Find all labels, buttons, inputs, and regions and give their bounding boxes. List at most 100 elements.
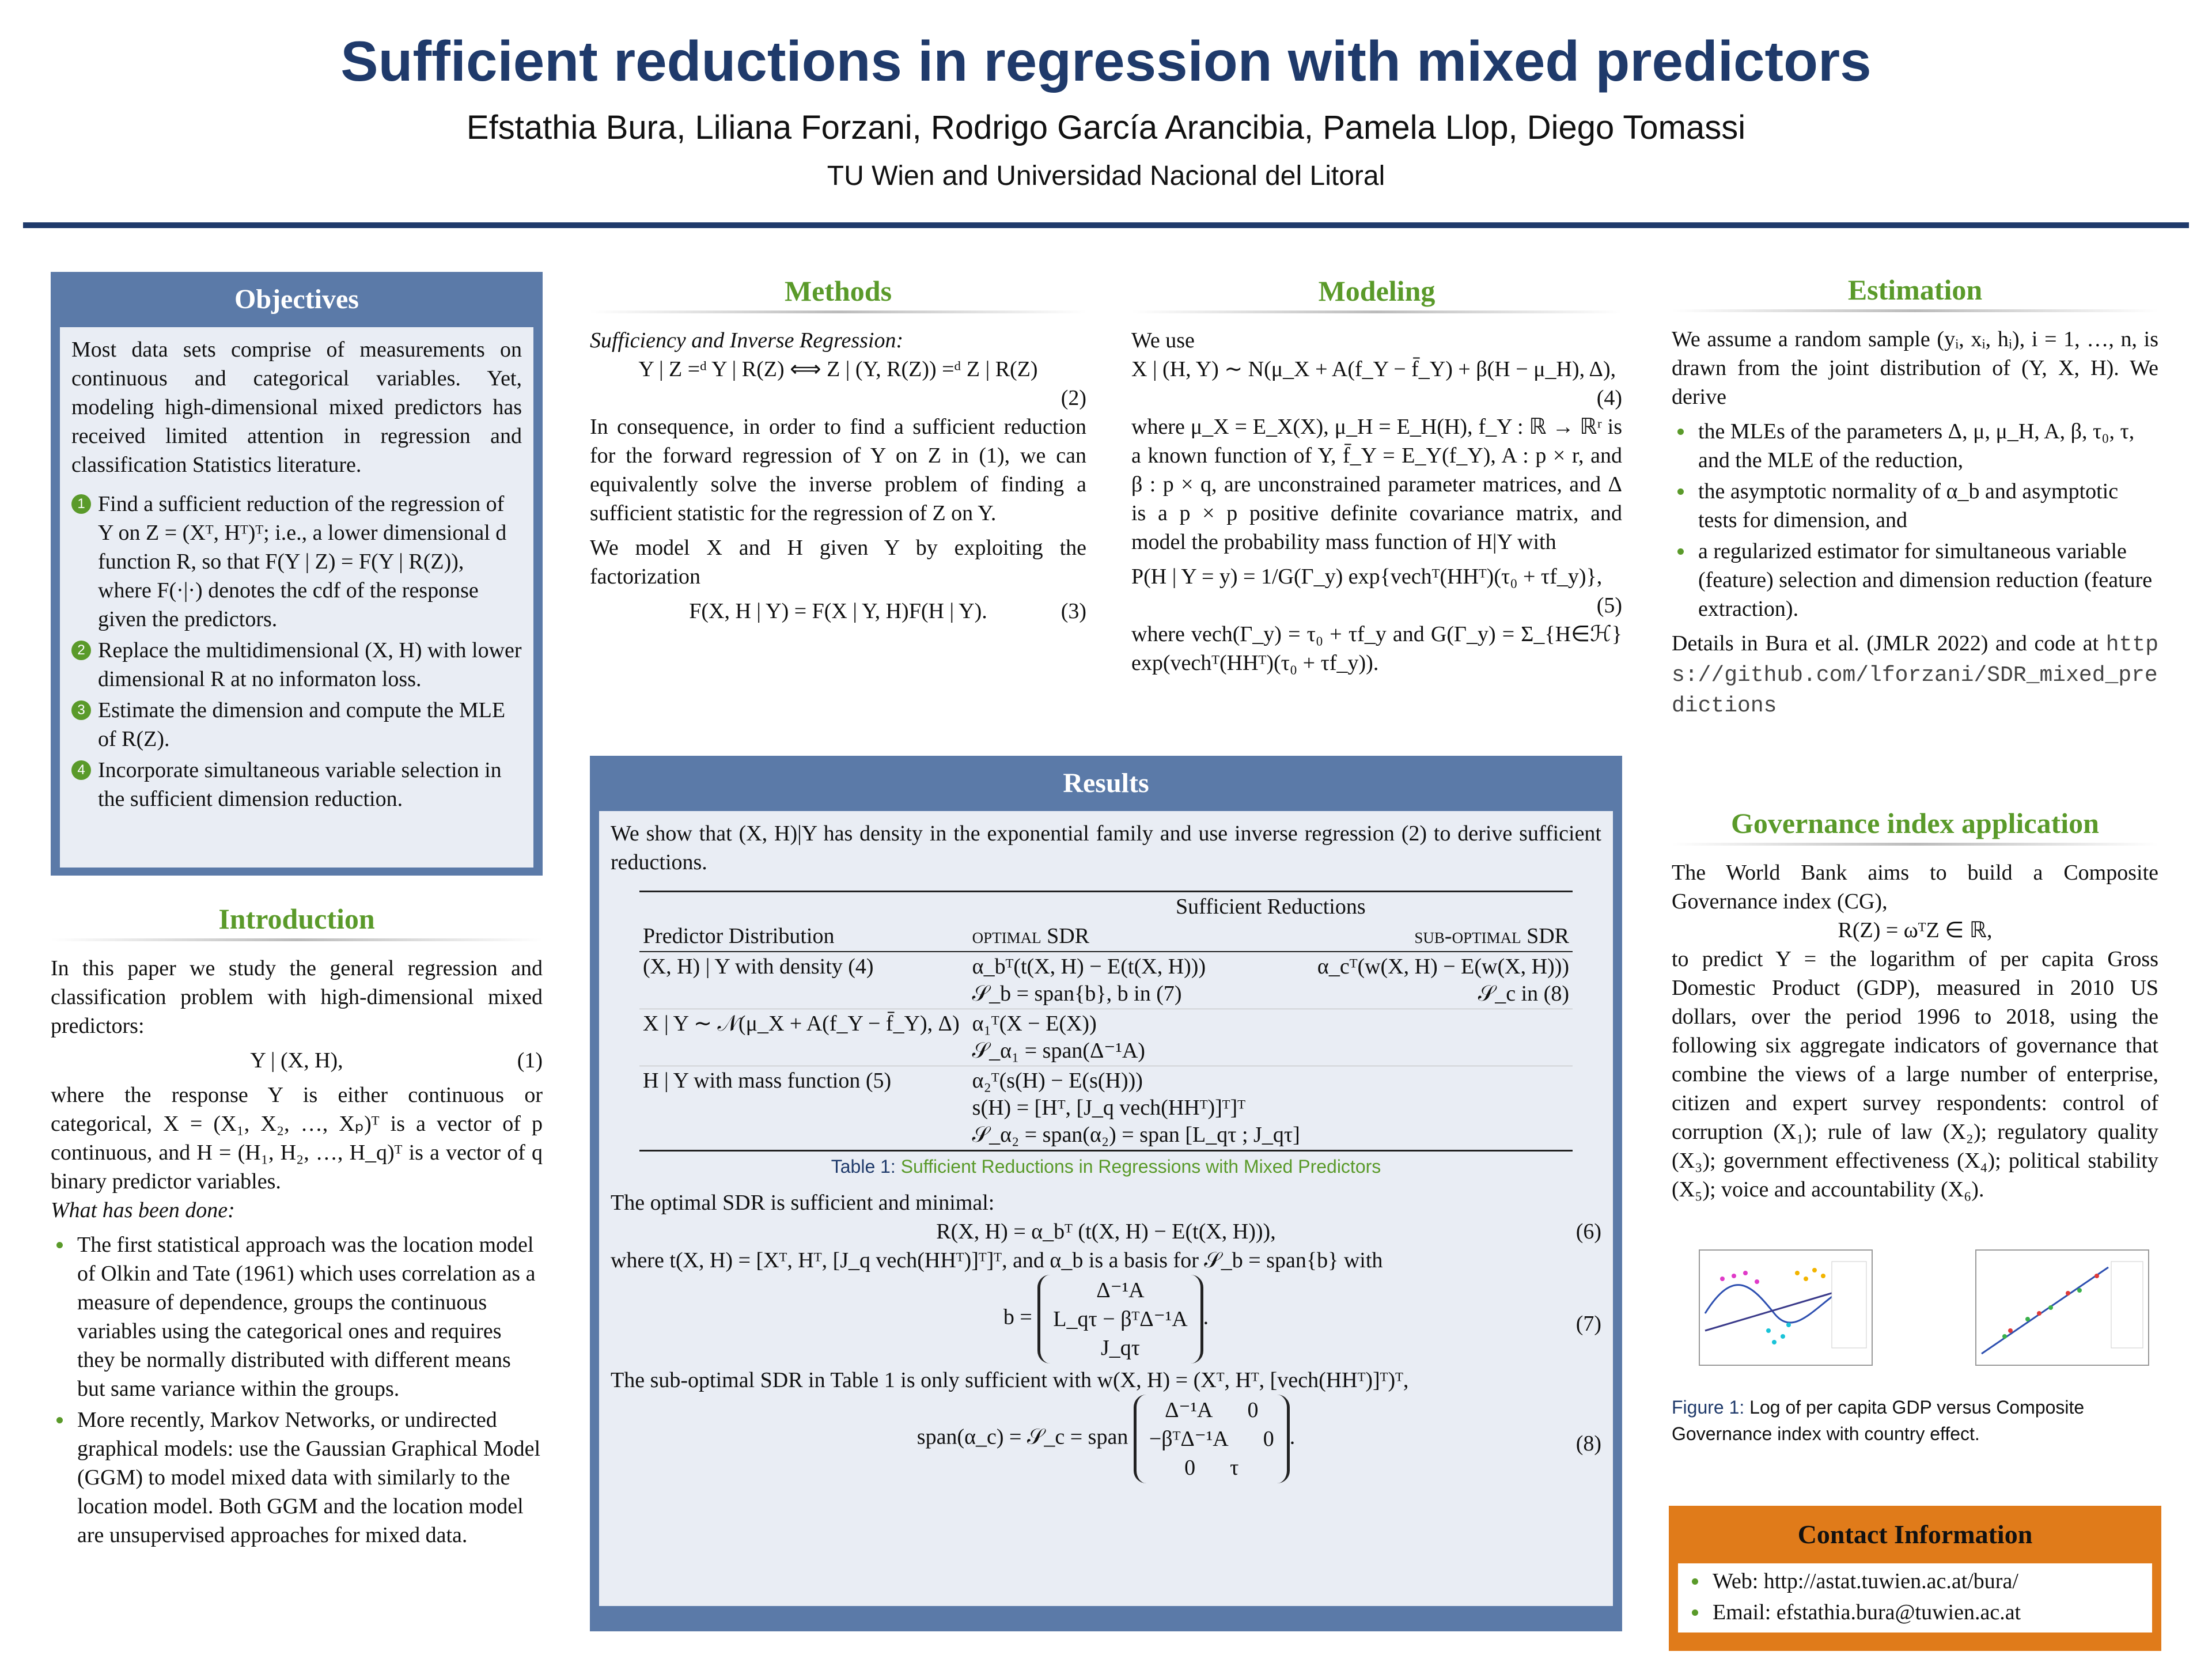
paragraph: The optimal SDR is sufficient and minima… (611, 1191, 995, 1215)
bullet-dot (1677, 548, 1684, 555)
methods-title: Methods (590, 276, 1086, 313)
legend-box (2111, 1261, 2143, 1349)
table-cell: X | Y ∼ 𝒩(μ_X + A(f_Y − f̄_Y), Δ) (643, 1012, 960, 1036)
curve (1981, 1266, 2109, 1355)
equation-text: Y | (X, H), (250, 1048, 343, 1073)
equation-number: (3) (1060, 599, 1086, 623)
methods-section: Methods Sufficiency and Inverse Regressi… (590, 276, 1086, 631)
matrix-cell: 0 (1184, 1456, 1196, 1480)
paragraph: Details in Bura et al. (JMLR 2022) and c… (1672, 629, 2158, 721)
bullet-dot (56, 1417, 63, 1423)
bullet-list: The first statistical approach was the l… (51, 1230, 543, 1550)
paragraph: In consequence, in order to find a suffi… (590, 415, 1086, 525)
table-cell (639, 892, 969, 922)
equation-number: (2) (1060, 386, 1086, 410)
paragraph: We model X and H given Y by exploiting t… (590, 536, 1086, 589)
bullet-text: The first statistical approach was the l… (77, 1233, 536, 1401)
objective-item: 1 Find a sufficient reduction of the regr… (71, 490, 522, 634)
modeling-title: Modeling (1131, 276, 1622, 313)
bullet-item: Email: efstathia.bura@tuwien.ac.at (1686, 1598, 2144, 1627)
matrix-row: L_qτ − βᵀΔ⁻¹A (1053, 1307, 1188, 1331)
paragraph: where vech(Γ_y) = τ₀ + τf_y and G(Γ_y) =… (1131, 622, 1622, 675)
equation: Y | (X, H), (1) (51, 1046, 543, 1075)
modeling-section: Modeling We use X | (H, Y) ∼ N(μ_X + A(f… (1131, 276, 1622, 683)
matrix-row: Δ⁻¹A 0 (1149, 1396, 1274, 1425)
objectives-list: 1 Find a sufficient reduction of the regr… (71, 490, 522, 813)
affiliation: TU Wien and Universidad Nacional del Lit… (827, 161, 1385, 191)
paragraph: where t(X, H) = [Xᵀ, Hᵀ, [J_q vech(HHᵀ)]… (611, 1248, 1383, 1272)
matrix-cell: −βᵀΔ⁻¹A (1149, 1427, 1229, 1451)
paragraph: to predict Y = the logarithm of per capi… (1672, 947, 2158, 1202)
bullet-text: Email: efstathia.bura@tuwien.ac.at (1713, 1600, 2021, 1624)
estimation-title: Estimation (1672, 275, 2158, 312)
cell-line: s(H) = [Hᵀ, [J_q vech(HHᵀ)]ᵀ]ᵀ (972, 1096, 1245, 1120)
caption-label: Table 1: (831, 1156, 896, 1177)
header-rule (23, 222, 2189, 228)
matrix-cell: Δ⁻¹A (1165, 1398, 1213, 1422)
objectives-intro: Most data sets comprise of measurements … (71, 338, 522, 477)
cell-line: 𝒮_c in (8) (1478, 982, 1569, 1006)
curve (1704, 1278, 1861, 1324)
equation-end: . (1203, 1305, 1209, 1330)
table-cell: α₁ᵀ(X − E(X)) 𝒮_α₁ = span(Δ⁻¹A) (969, 1009, 1309, 1066)
bullet-list: the MLEs of the parameters Δ, μ, μ_H, A,… (1672, 417, 2158, 623)
table-cell: (X, H) | Y with density (4) (643, 955, 874, 979)
bullet-dot (56, 1242, 63, 1248)
equation: b = Δ⁻¹A L_qτ − βᵀΔ⁻¹A J_qτ. (7) (611, 1275, 1601, 1363)
cell-line: 𝒮_α₂ = span(α₂) = span [L_qτ ; J_qτ] (972, 1123, 1300, 1147)
results-title: Results (1063, 768, 1149, 798)
objective-item: 3 Estimate the dimension and compute the … (71, 696, 522, 753)
cell-line: 𝒮_b = span{b}, b in (7) (972, 982, 1182, 1006)
paragraph-text: Details in Bura et al. (JMLR 2022) and c… (1672, 631, 2099, 656)
introduction-section: Introduction In this paper we study the … (51, 904, 543, 1552)
objectives-box: Objectives Most data sets comprise of me… (51, 272, 543, 876)
poster-title: Sufficient reductions in regression with… (340, 29, 1872, 93)
paragraph: The World Bank aims to build a Composite… (1672, 861, 2158, 914)
table-row: H | Y with mass function (5) α₂ᵀ(s(H) − E… (639, 1066, 1573, 1151)
legend-box (1831, 1261, 1867, 1349)
item-text: Find a sufficient reduction of the regre… (98, 492, 507, 631)
bullet-item: the MLEs of the parameters Δ, μ, μ_H, A,… (1672, 417, 2158, 475)
bullet-text: More recently, Markov Networks, or undir… (77, 1408, 541, 1547)
paragraph: The sub-optimal SDR in Table 1 is only s… (611, 1368, 1409, 1392)
equation-text: F(X, H | Y) = F(X | Y, H)F(H | Y). (689, 599, 987, 623)
cell-line: α_bᵀ(t(X, H) − E(t(X, H))) (972, 955, 1206, 979)
dots (2008, 1274, 2099, 1333)
equation-number: (8) (1575, 1431, 1601, 1456)
introduction-title: Introduction (51, 904, 543, 941)
table-row: Predictor Distribution optimal SDR sub-o… (639, 922, 1573, 952)
bullet-dot (1692, 1578, 1698, 1585)
table-row: Sufficient Reductions (639, 891, 1573, 922)
bullet-dot (1677, 429, 1684, 435)
equation-text: P(H | Y = y) = 1/G(Γ_y) exp{vechᵀ(HHᵀ)(τ… (1131, 565, 1603, 589)
bullet-text: the MLEs of the parameters Δ, μ, μ_H, A,… (1698, 419, 2135, 472)
column-header: sub-optimal SDR (1414, 924, 1569, 948)
equation-lhs: span(α_c) = 𝒮_c = span (916, 1425, 1128, 1449)
equation-number: (5) (1596, 593, 1622, 618)
caption-label: Figure 1: (1672, 1397, 1745, 1418)
matrix-row: J_qτ (1100, 1336, 1140, 1360)
table-group-header: Sufficient Reductions (1176, 895, 1366, 919)
objectives-title: Objectives (234, 284, 359, 315)
contact-title: Contact Information (1797, 1520, 2033, 1549)
matrix: Δ⁻¹A 0 −βᵀΔ⁻¹A 0 0 τ (1133, 1395, 1290, 1483)
table-cell: α_bᵀ(t(X, H) − E(t(X, H))) 𝒮_b = span{b},… (969, 952, 1309, 1009)
equation: Y | Z =ᵈ Y | R(Z) ⟺ Z | (Y, R(Z)) =ᵈ Z |… (590, 355, 1086, 384)
equation-text: R(X, H) = α_bᵀ (t(X, H) − E(t(X, H))), (936, 1219, 1276, 1244)
equation-number: (4) (1596, 386, 1622, 410)
results-content: We show that (X, H)|Y has density in the… (599, 811, 1613, 1606)
item-marker: 1 (71, 494, 91, 514)
dots (2002, 1288, 2082, 1339)
item-marker: 2 (71, 641, 91, 660)
dots (1795, 1268, 1825, 1281)
table-caption: Table 1: Sufficient Reductions in Regres… (639, 1154, 1573, 1179)
matrix-row: Δ⁻¹A (1096, 1278, 1145, 1302)
objective-item: 2 Replace the multidimensional (X, H) wit… (71, 636, 522, 694)
results-table: Sufficient Reductions Predictor Distribu… (639, 891, 1573, 1152)
bullet-text: the asymptotic normality of α_b and asym… (1698, 479, 2119, 532)
paragraph: In this paper we study the general regre… (51, 956, 543, 1038)
column-header: optimal SDR (972, 924, 1090, 948)
caption-text: Log of per capita GDP versus Composite G… (1672, 1397, 2085, 1444)
bullet-item: Web: http://astat.tuwien.ac.at/bura/ (1686, 1567, 2144, 1596)
